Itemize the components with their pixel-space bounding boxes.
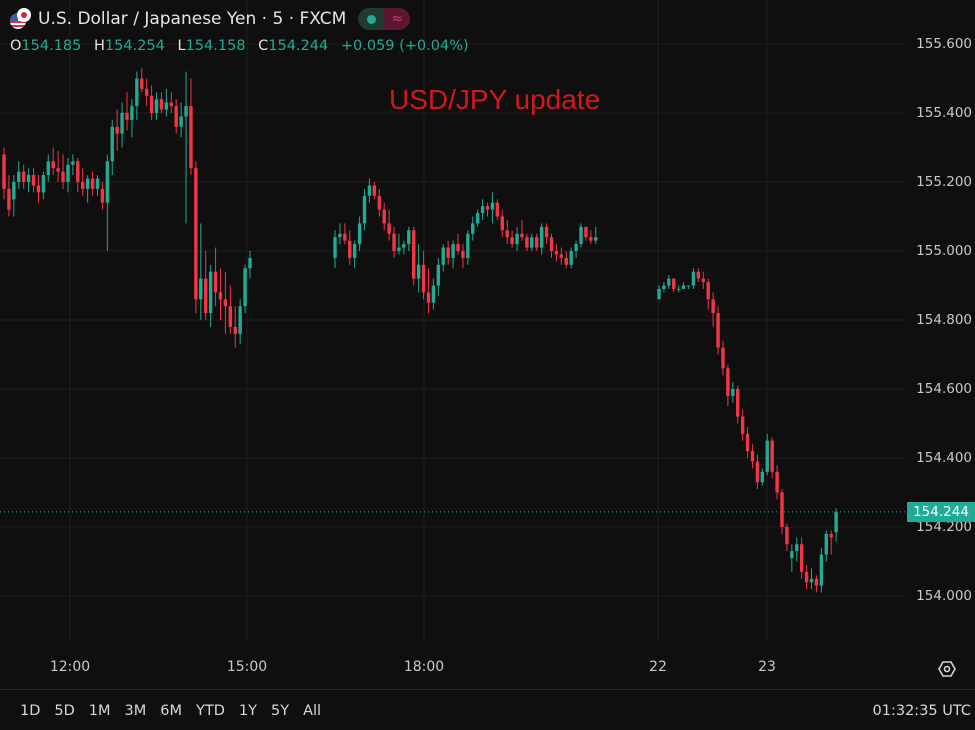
range-button-5d[interactable]: 5D: [54, 703, 75, 719]
high-label: H: [94, 38, 105, 54]
range-button-3m[interactable]: 3M: [124, 703, 147, 719]
price-tick-label: 155.000: [916, 243, 972, 259]
candles: [2, 68, 838, 593]
range-button-6m[interactable]: 6M: [160, 703, 183, 719]
ohlc-legend: O154.185 H154.254 L154.158 C154.244 +0.0…: [10, 38, 469, 54]
price-tick-label: 155.600: [916, 36, 972, 52]
open-value: 154.185: [21, 38, 82, 54]
gear-icon[interactable]: [937, 659, 957, 679]
usd-jpy-flags-icon: [10, 8, 32, 30]
bottom-divider: [0, 689, 975, 690]
low-value: 154.158: [185, 38, 246, 54]
change-value: +0.059 (+0.04%): [340, 38, 469, 54]
utc-clock[interactable]: 01:32:35 UTC: [872, 703, 971, 719]
price-tick-label: 154.000: [916, 588, 972, 604]
chart-header: U.S. Dollar / Japanese Yen · 5 · FXCM ≈: [10, 8, 411, 30]
range-buttons: 1D 5D 1M 3M 6M YTD 1Y 5Y All: [20, 703, 321, 719]
price-tick-label: 155.200: [916, 174, 972, 190]
price-tick-label: 154.600: [916, 381, 972, 397]
time-tick-label: 22: [649, 659, 667, 675]
range-button-1y[interactable]: 1Y: [238, 703, 258, 719]
last-price-tag: 154.244: [907, 502, 975, 522]
range-button-1m[interactable]: 1M: [88, 703, 111, 719]
time-tick-label: 12:00: [49, 659, 91, 675]
chart-annotation: USD/JPY update: [389, 84, 601, 115]
range-button-1d[interactable]: 1D: [20, 703, 41, 719]
price-tick-label: 154.800: [916, 312, 972, 328]
time-tick-label: 18:00: [403, 659, 445, 675]
time-tick-label: 23: [758, 659, 776, 675]
range-button-5y[interactable]: 5Y: [271, 703, 290, 719]
range-button-all[interactable]: All: [303, 703, 322, 719]
open-label: O: [10, 38, 22, 54]
low-label: L: [177, 38, 186, 54]
market-open-dot-icon: [358, 8, 385, 30]
symbol-title[interactable]: U.S. Dollar / Japanese Yen · 5 · FXCM: [38, 9, 347, 29]
price-tick-label: 155.400: [916, 105, 972, 121]
price-tick-label: 154.200: [916, 519, 972, 535]
high-value: 154.254: [104, 38, 165, 54]
approx-icon: ≈: [384, 8, 411, 30]
close-value: 154.244: [268, 38, 329, 54]
price-tick-label: 154.400: [916, 450, 972, 466]
range-button-ytd[interactable]: YTD: [196, 703, 225, 719]
close-label: C: [258, 38, 269, 54]
time-tick-label: 15:00: [226, 659, 268, 675]
market-status-pill[interactable]: ≈: [358, 8, 411, 30]
